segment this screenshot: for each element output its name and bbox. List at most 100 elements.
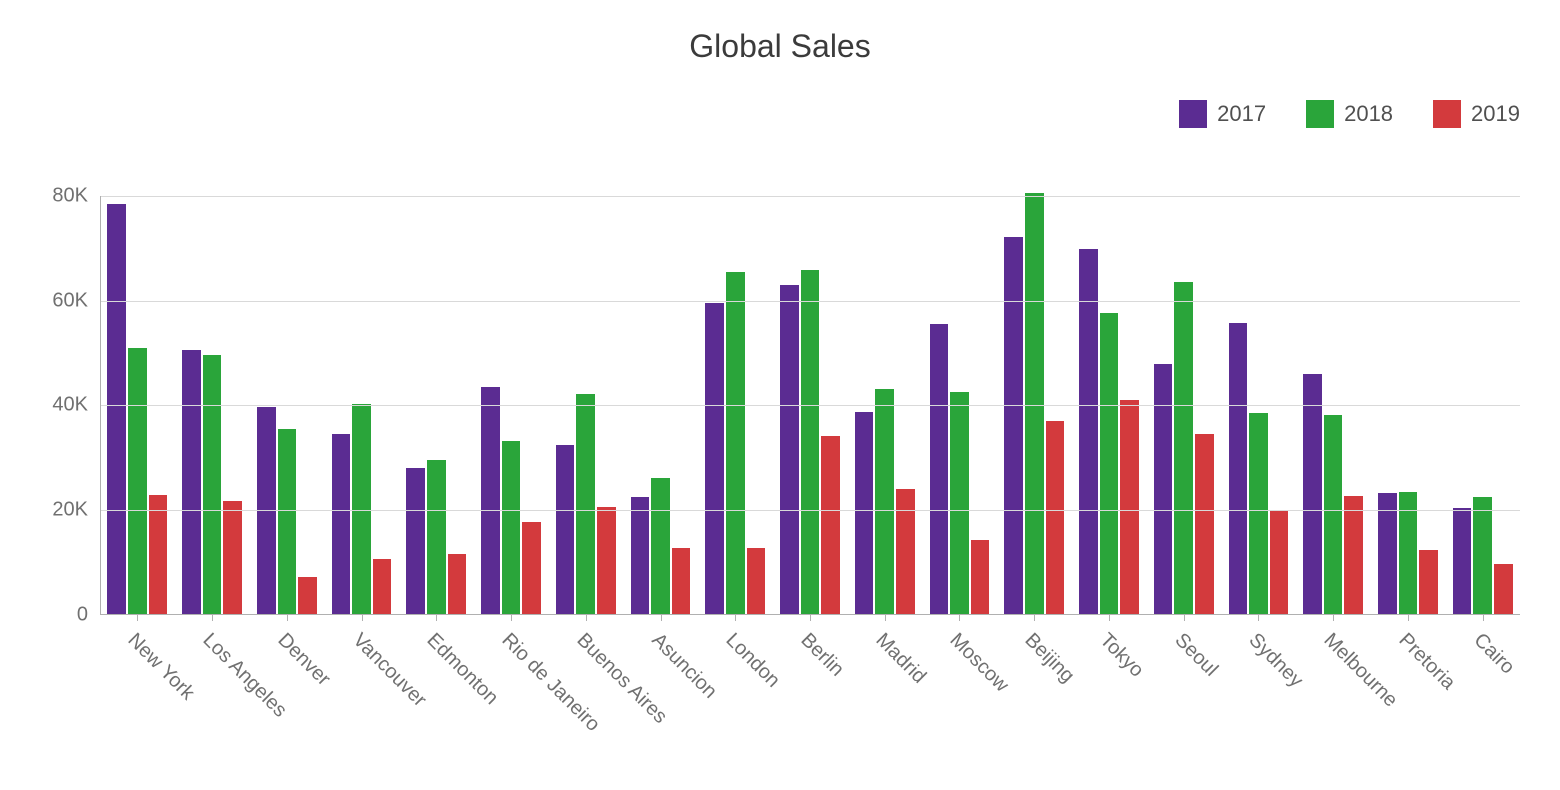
bar (672, 548, 691, 615)
bar (950, 392, 969, 615)
x-tick-label: Cairo (1468, 629, 1518, 679)
bar (780, 285, 799, 615)
x-tick-label: Seoul (1169, 629, 1221, 681)
bar (971, 540, 990, 615)
x-tick-label: Sydney (1244, 629, 1307, 692)
x-tick (212, 615, 213, 621)
x-tick-label: Berlin (796, 629, 848, 681)
x-tick (1408, 615, 1409, 621)
x-tick (511, 615, 512, 621)
legend-swatch (1179, 100, 1207, 128)
bar (801, 270, 820, 615)
bar (1270, 511, 1289, 615)
legend-item[interactable]: 2018 (1306, 100, 1393, 128)
bar (1249, 413, 1268, 615)
bar (1174, 282, 1193, 615)
bar (332, 434, 351, 615)
x-tick-label: Moscow (945, 629, 1013, 697)
x-tick-label: Beijing (1020, 629, 1079, 688)
x-tick-label: Vancouver (347, 629, 430, 712)
y-axis (100, 196, 101, 615)
bar (1154, 364, 1173, 615)
legend: 2017 2018 2019 (1179, 100, 1520, 128)
bar (373, 559, 392, 615)
gridline (100, 301, 1520, 302)
bar (1120, 400, 1139, 615)
x-tick-label: Madrid (870, 629, 929, 688)
y-tick-label: 80K (52, 184, 100, 207)
bar (1344, 496, 1363, 615)
x-tick-label: London (721, 629, 784, 692)
x-tick-label: New York (123, 629, 199, 705)
bar (821, 436, 840, 615)
bar (631, 497, 650, 615)
bar (522, 522, 541, 615)
bar (298, 577, 317, 615)
x-tick (362, 615, 363, 621)
plot-area: 020K40K60K80KNew YorkLos AngelesDenverVa… (100, 175, 1520, 615)
x-tick (885, 615, 886, 621)
bar (1004, 237, 1023, 615)
chart-container: Global Sales 2017 2018 2019 020K40K60K80KN… (0, 0, 1560, 790)
bar (278, 429, 297, 615)
bar (223, 501, 242, 615)
bar (1494, 564, 1513, 615)
bar (1025, 193, 1044, 615)
bar (128, 348, 147, 615)
bar (1229, 323, 1248, 615)
x-tick (1333, 615, 1334, 621)
bar (1079, 249, 1098, 615)
x-tick (1483, 615, 1484, 621)
x-tick-label: Asuncion (646, 629, 720, 703)
x-tick (959, 615, 960, 621)
bar (726, 272, 745, 615)
bar (747, 548, 766, 615)
bar (107, 204, 126, 615)
bar (1473, 497, 1492, 615)
x-tick (810, 615, 811, 621)
gridline (100, 510, 1520, 511)
bar (406, 468, 425, 615)
x-tick-label: Edmonton (422, 629, 503, 710)
bar (182, 350, 201, 615)
y-tick-label: 60K (52, 289, 100, 312)
y-tick-label: 40K (52, 394, 100, 417)
bar (930, 324, 949, 615)
bar (896, 489, 915, 615)
bar (1378, 493, 1397, 615)
x-tick (1109, 615, 1110, 621)
legend-label: 2018 (1344, 101, 1393, 127)
x-tick (586, 615, 587, 621)
x-tick (1034, 615, 1035, 621)
bar (576, 394, 595, 615)
bar (1303, 374, 1322, 615)
legend-label: 2019 (1471, 101, 1520, 127)
bar (1324, 415, 1343, 615)
legend-item[interactable]: 2019 (1433, 100, 1520, 128)
bar (448, 554, 467, 615)
x-tick (1184, 615, 1185, 621)
x-tick (287, 615, 288, 621)
bar (1195, 434, 1214, 615)
legend-item[interactable]: 2017 (1179, 100, 1266, 128)
bar (556, 445, 575, 615)
bar (855, 412, 874, 615)
x-tick-label: Tokyo (1095, 629, 1148, 682)
bar (481, 387, 500, 615)
bar (705, 303, 724, 615)
legend-label: 2017 (1217, 101, 1266, 127)
bar (597, 507, 616, 615)
bar (1453, 508, 1472, 615)
bar (875, 389, 894, 615)
x-tick (1258, 615, 1259, 621)
legend-swatch (1306, 100, 1334, 128)
bar (149, 495, 168, 615)
bar (1100, 313, 1119, 615)
chart-title: Global Sales (0, 28, 1560, 65)
x-tick (436, 615, 437, 621)
x-tick-label: Melbourne (1319, 629, 1402, 712)
legend-swatch (1433, 100, 1461, 128)
bar (203, 355, 222, 615)
gridline (100, 405, 1520, 406)
x-tick (137, 615, 138, 621)
